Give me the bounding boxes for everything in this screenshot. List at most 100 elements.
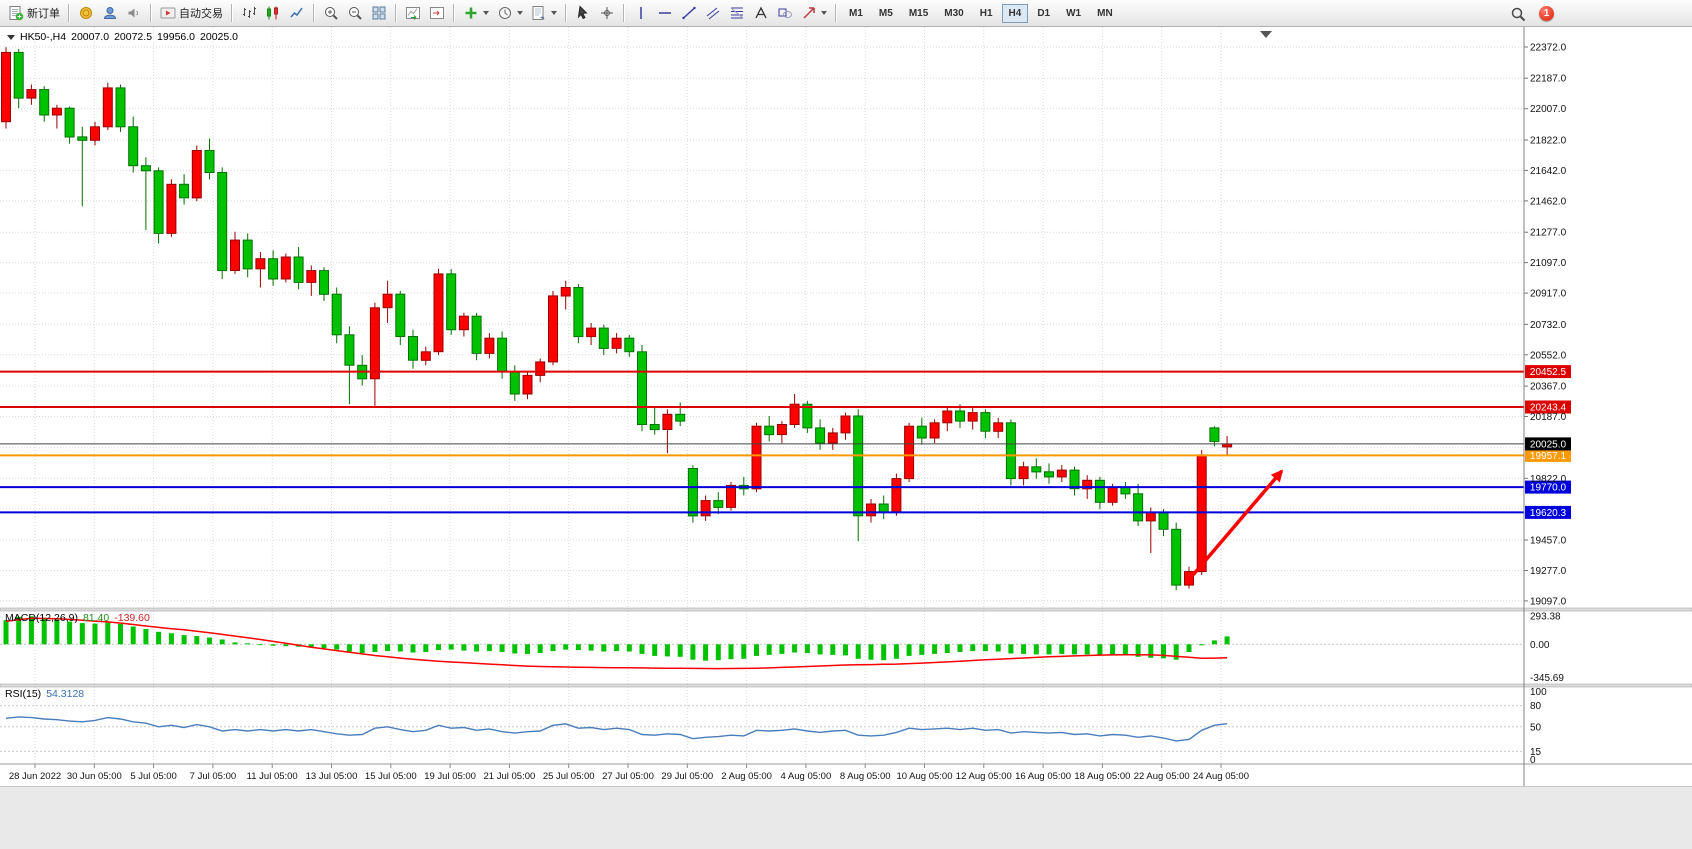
text-icon bbox=[755, 6, 767, 19]
timeframe-w1-button[interactable]: W1 bbox=[1059, 4, 1088, 23]
timeframe-h4-button[interactable]: H4 bbox=[1001, 3, 1029, 23]
templates-button[interactable] bbox=[527, 2, 561, 25]
shapes-icon bbox=[778, 8, 792, 18]
accounts-button[interactable] bbox=[98, 2, 122, 25]
svg-text:22007.0: 22007.0 bbox=[1530, 104, 1567, 115]
new-order-label: 新订单 bbox=[27, 8, 60, 20]
svg-text:30 Jun 05:00: 30 Jun 05:00 bbox=[67, 771, 122, 782]
timeframe-mn-button[interactable]: MN bbox=[1090, 4, 1120, 23]
collapse-toggle-icon[interactable] bbox=[7, 35, 15, 40]
timeframe-h1-button[interactable]: H1 bbox=[973, 4, 1000, 23]
fibonacci-button[interactable] bbox=[725, 2, 749, 25]
arrows-icon bbox=[803, 7, 815, 19]
toolbar-separator bbox=[313, 4, 315, 22]
indicators-icon bbox=[465, 7, 477, 19]
trendline-button[interactable] bbox=[677, 2, 701, 25]
svg-text:20732.0: 20732.0 bbox=[1530, 320, 1567, 331]
timeframe-m5-button[interactable]: M5 bbox=[872, 4, 900, 23]
svg-text:24 Aug 05:00: 24 Aug 05:00 bbox=[1193, 771, 1249, 782]
line-chart-mode-button[interactable] bbox=[285, 2, 309, 25]
toolbar: 新订单 自动交易 M1 M5 M15 M30 H1 H4 D1 W1 MN 1 bbox=[0, 0, 1692, 27]
periods-button[interactable] bbox=[493, 2, 527, 25]
cursor-button[interactable] bbox=[571, 2, 595, 25]
svg-text:20917.0: 20917.0 bbox=[1530, 289, 1567, 300]
svg-text:22187.0: 22187.0 bbox=[1530, 74, 1567, 85]
text-button[interactable] bbox=[749, 2, 773, 25]
toolbar-separator bbox=[231, 4, 233, 22]
timeframe-m30-button[interactable]: M30 bbox=[937, 4, 970, 23]
bar-chart-mode-button[interactable] bbox=[237, 2, 261, 25]
candlestick-chart-mode-button[interactable] bbox=[261, 2, 285, 25]
deposit-button[interactable] bbox=[74, 2, 98, 25]
zoom-in-button[interactable] bbox=[319, 2, 343, 25]
toolbar-separator bbox=[395, 4, 397, 22]
panel-splitter[interactable] bbox=[0, 607, 1692, 765]
timeframe-m15-button[interactable]: M15 bbox=[902, 4, 935, 23]
window-bottom bbox=[0, 786, 1692, 849]
chart-shift-icon bbox=[430, 7, 444, 19]
notification-badge[interactable]: 1 bbox=[1539, 6, 1554, 21]
svg-text:19 Jul 05:00: 19 Jul 05:00 bbox=[424, 771, 476, 782]
svg-text:20552.0: 20552.0 bbox=[1530, 350, 1567, 361]
tile-windows-button[interactable] bbox=[367, 2, 391, 25]
svg-text:7 Jul 05:00: 7 Jul 05:00 bbox=[190, 771, 236, 782]
toolbar-separator bbox=[565, 4, 567, 22]
zoom-out-button[interactable] bbox=[343, 2, 367, 25]
toolbar-separator bbox=[835, 4, 837, 22]
svg-text:29 Jul 05:00: 29 Jul 05:00 bbox=[661, 771, 713, 782]
toolbar-separator bbox=[453, 4, 455, 22]
price-levels[interactable]: 20452.5 20243.4 19957.1 19770.0 19620.3 20025… bbox=[0, 365, 1571, 519]
svg-text:28 Jun 2022: 28 Jun 2022 bbox=[9, 771, 61, 782]
vertical-line-button[interactable] bbox=[629, 2, 653, 25]
svg-text:19822.0: 19822.0 bbox=[1530, 474, 1567, 485]
timeframe-d1-button[interactable]: D1 bbox=[1030, 4, 1057, 23]
svg-text:15: 15 bbox=[1530, 747, 1542, 758]
alerts-button[interactable] bbox=[122, 2, 146, 25]
svg-text:25 Jul 05:00: 25 Jul 05:00 bbox=[543, 771, 595, 782]
rsi-levels bbox=[0, 705, 1524, 752]
svg-text:18 Aug 05:00: 18 Aug 05:00 bbox=[1074, 771, 1130, 782]
chart-area[interactable]: 20452.5 20243.4 19957.1 19770.0 19620.3 20025… bbox=[0, 27, 1692, 786]
profile-icon bbox=[103, 7, 117, 19]
crosshair-button[interactable] bbox=[595, 2, 619, 25]
rsi-line bbox=[5, 716, 1228, 742]
search-icon bbox=[1511, 7, 1526, 21]
toolbar-separator bbox=[150, 4, 152, 22]
price-axis[interactable]: 22372.0 22187.0 22007.0 21822.0 21642.0 21462… bbox=[1524, 43, 1567, 767]
svg-text:22372.0: 22372.0 bbox=[1530, 43, 1567, 54]
chart-canvas[interactable]: 20452.5 20243.4 19957.1 19770.0 19620.3 20025… bbox=[0, 27, 1692, 786]
indicators-button[interactable] bbox=[459, 2, 493, 25]
arrows-button[interactable] bbox=[797, 2, 831, 25]
clock-icon bbox=[499, 7, 511, 19]
timeframe-m1-button[interactable]: M1 bbox=[842, 4, 870, 23]
svg-text:20187.0: 20187.0 bbox=[1530, 412, 1567, 423]
svg-text:0: 0 bbox=[1530, 755, 1536, 766]
chart-shift-button[interactable] bbox=[425, 2, 449, 25]
svg-text:20025.0: 20025.0 bbox=[1530, 439, 1567, 450]
svg-text:80: 80 bbox=[1530, 701, 1542, 712]
svg-text:20243.4: 20243.4 bbox=[1530, 403, 1567, 414]
shapes-button[interactable] bbox=[773, 2, 797, 25]
svg-text:19770.0: 19770.0 bbox=[1530, 483, 1567, 494]
chart-shift-marker-icon[interactable] bbox=[1260, 31, 1272, 38]
svg-text:0.00: 0.00 bbox=[1530, 640, 1550, 651]
svg-text:19957.1: 19957.1 bbox=[1530, 451, 1567, 462]
svg-text:21822.0: 21822.0 bbox=[1530, 136, 1567, 147]
svg-text:21 Jul 05:00: 21 Jul 05:00 bbox=[484, 771, 536, 782]
time-axis[interactable]: 28 Jun 2022 30 Jun 05:00 5 Jul 05:00 7 Jul … bbox=[9, 764, 1249, 782]
channel-button[interactable] bbox=[701, 2, 725, 25]
zoom-in-icon bbox=[325, 7, 338, 20]
svg-text:10 Aug 05:00: 10 Aug 05:00 bbox=[897, 771, 953, 782]
auto-scroll-button[interactable] bbox=[401, 2, 425, 25]
candlestick-series bbox=[1, 47, 1233, 591]
toolbar-separator bbox=[68, 4, 70, 22]
horizontal-line-button[interactable] bbox=[653, 2, 677, 25]
new-order-button[interactable]: 新订单 bbox=[4, 2, 64, 25]
auto-trading-button[interactable]: 自动交易 bbox=[156, 2, 227, 25]
new-order-icon bbox=[9, 6, 24, 21]
trend-arrow-annotation[interactable] bbox=[1190, 469, 1284, 578]
search-button[interactable] bbox=[1506, 2, 1530, 25]
autotrade-icon bbox=[160, 7, 176, 19]
svg-text:19277.0: 19277.0 bbox=[1530, 566, 1567, 577]
svg-text:50: 50 bbox=[1530, 722, 1542, 733]
